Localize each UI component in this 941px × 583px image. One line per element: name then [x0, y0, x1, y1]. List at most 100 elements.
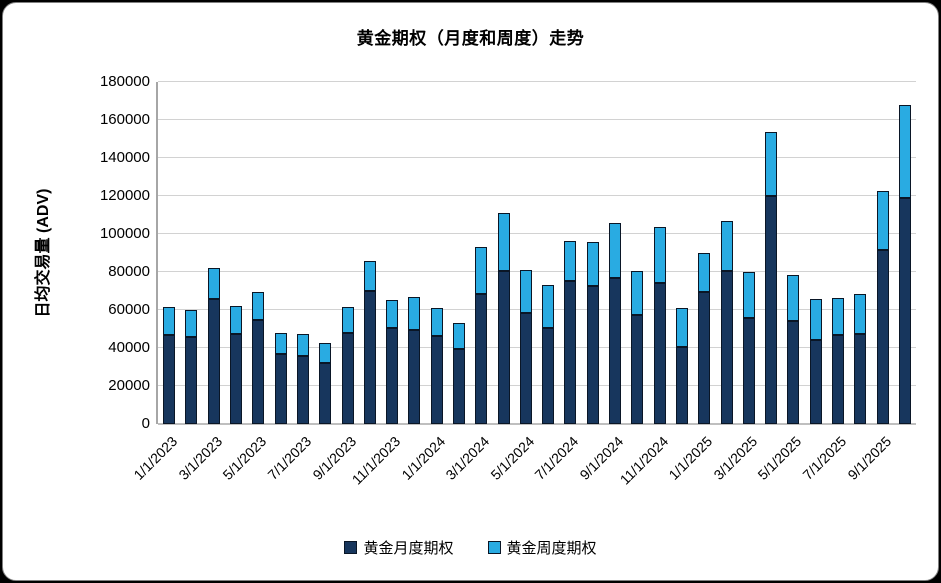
bar-segment-weekly — [274, 332, 287, 354]
bar-segment-weekly — [698, 253, 711, 292]
bar-group — [363, 260, 376, 424]
bar-segment-weekly — [519, 270, 532, 313]
bar-segment-monthly — [720, 271, 733, 424]
bar-segment-weekly — [341, 307, 354, 333]
bar-segment-monthly — [809, 340, 822, 424]
bar-segment-monthly — [408, 329, 421, 424]
bar-group — [787, 274, 800, 424]
y-axis-tick-label: 160000 — [99, 111, 150, 128]
bar-segment-monthly — [854, 333, 867, 424]
bar-segment-monthly — [519, 312, 532, 424]
bar-segment-monthly — [207, 298, 220, 424]
bar-segment-monthly — [319, 363, 332, 424]
bar-segment-monthly — [876, 250, 889, 424]
bar-group — [452, 323, 465, 424]
bar-group — [319, 343, 332, 424]
bar-group — [230, 306, 243, 424]
bar-segment-monthly — [631, 314, 644, 424]
bar-segment-weekly — [564, 240, 577, 281]
bar-group — [809, 298, 822, 424]
bar-segment-weekly — [675, 308, 688, 348]
bar-segment-weekly — [787, 274, 800, 322]
bar-segment-monthly — [653, 283, 666, 424]
bar-segment-weekly — [230, 306, 243, 334]
bar-group — [497, 213, 510, 424]
bar-group — [854, 293, 867, 424]
bar-group — [564, 240, 577, 424]
x-axis-line — [158, 423, 916, 425]
bar-segment-monthly — [475, 293, 488, 424]
bar-segment-weekly — [319, 343, 332, 364]
bar-group — [430, 308, 443, 424]
gridline — [158, 119, 916, 120]
bar-segment-weekly — [653, 227, 666, 284]
legend-label: 黄金月度期权 — [363, 540, 454, 557]
bar-group — [542, 285, 555, 424]
bar-group — [876, 191, 889, 424]
bar-group — [408, 296, 421, 424]
bar-segment-monthly — [675, 347, 688, 424]
bar-segment-weekly — [609, 222, 622, 278]
bar-segment-monthly — [564, 280, 577, 424]
bar-segment-weekly — [430, 308, 443, 336]
bar-group — [163, 307, 176, 424]
bar-segment-monthly — [230, 333, 243, 424]
bar-group — [742, 272, 755, 424]
legend-item-weekly: 黄金周度期权 — [487, 537, 597, 558]
bar-segment-monthly — [698, 291, 711, 424]
bar-segment-monthly — [787, 321, 800, 424]
bar-segment-monthly — [274, 353, 287, 424]
bar-segment-weekly — [542, 285, 555, 329]
bar-segment-monthly — [430, 335, 443, 424]
gridline — [158, 385, 916, 386]
bar-segment-monthly — [742, 317, 755, 424]
bar-group — [720, 220, 733, 424]
bar-group — [675, 308, 688, 424]
gridline — [158, 195, 916, 196]
legend: 黄金月度期权 黄金周度期权 — [3, 537, 938, 558]
gridline — [158, 233, 916, 234]
bar-segment-monthly — [765, 196, 778, 424]
bar-segment-weekly — [475, 247, 488, 294]
bar-group — [609, 222, 622, 424]
gridline — [158, 81, 916, 82]
bar-segment-monthly — [542, 328, 555, 424]
bar-group — [185, 310, 198, 424]
bar-segment-weekly — [252, 291, 265, 320]
y-axis-title: 日均交易量 (ADV) — [35, 188, 52, 318]
bar-group — [274, 332, 287, 424]
y-axis-tick-label: 180000 — [99, 73, 150, 90]
bar-segment-weekly — [720, 220, 733, 272]
bar-group — [207, 268, 220, 424]
bar-segment-weekly — [631, 271, 644, 315]
bar-segment-weekly — [809, 298, 822, 341]
bar-group — [586, 241, 599, 424]
bar-segment-weekly — [831, 297, 844, 335]
bar-segment-monthly — [185, 336, 198, 424]
bar-segment-monthly — [452, 348, 465, 424]
bar-segment-monthly — [586, 286, 599, 424]
bar-segment-monthly — [363, 291, 376, 424]
bar-group — [765, 132, 778, 424]
bar-segment-weekly — [452, 323, 465, 349]
bar-group — [475, 247, 488, 424]
bar-group — [831, 297, 844, 424]
bar-group — [698, 253, 711, 424]
bar-segment-weekly — [497, 213, 510, 272]
legend-swatch-icon — [487, 541, 501, 554]
bar-segment-weekly — [296, 333, 309, 356]
bar-group — [386, 299, 399, 424]
bar-group — [653, 227, 666, 424]
bar-segment-monthly — [609, 277, 622, 424]
bar-segment-monthly — [163, 334, 176, 424]
legend-label: 黄金周度期权 — [506, 540, 597, 557]
bar-segment-weekly — [898, 104, 911, 198]
legend-item-monthly: 黄金月度期权 — [344, 537, 454, 558]
y-axis-tick-label: 40000 — [108, 339, 150, 356]
bar-group — [519, 270, 532, 424]
bar-segment-monthly — [831, 334, 844, 424]
bar-segment-weekly — [742, 272, 755, 318]
bar-segment-monthly — [898, 197, 911, 424]
gridline — [158, 271, 916, 272]
